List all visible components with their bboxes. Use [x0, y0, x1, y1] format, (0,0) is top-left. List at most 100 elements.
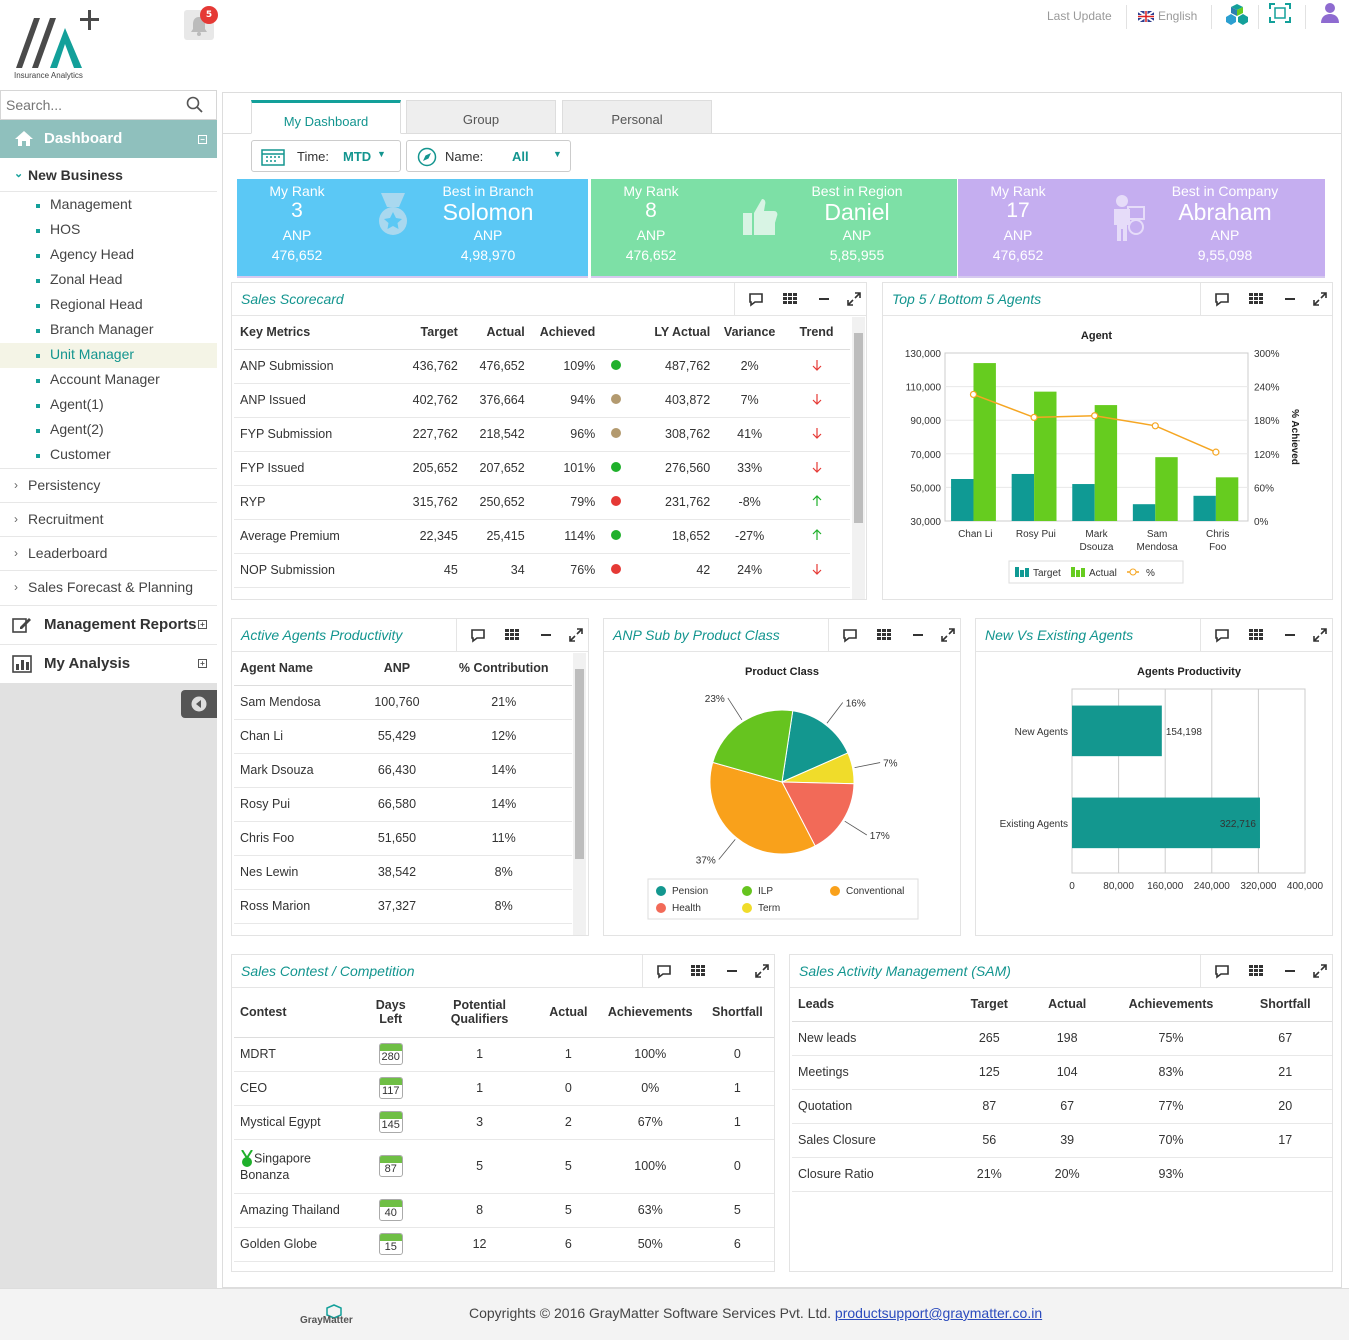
pie-slice-ilp[interactable]	[712, 709, 794, 783]
table-row[interactable]: Singapore Bonanza 87 5 5 100% 0	[234, 1139, 774, 1194]
expand-icon[interactable]	[939, 627, 957, 643]
pie-slice-pension[interactable]	[781, 710, 849, 783]
sidebar-subitem[interactable]: Regional Head	[36, 296, 143, 312]
sidebar-subitem[interactable]: Management	[36, 196, 132, 212]
column-header[interactable]: Trend	[783, 315, 850, 350]
sidebar-subitem[interactable]: Agent(2)	[36, 421, 104, 437]
target-bar[interactable]	[951, 479, 974, 521]
column-header[interactable]: Contest	[234, 987, 360, 1038]
search-input[interactable]	[6, 97, 176, 113]
column-header[interactable]: Days Left	[359, 987, 423, 1038]
sidebar-subitem[interactable]: Unit Manager	[36, 346, 134, 362]
column-header[interactable]: Actual	[1030, 987, 1104, 1022]
column-header[interactable]: Achievements	[1103, 987, 1239, 1022]
sidebar-subitem[interactable]: Agency Head	[36, 246, 134, 262]
user-avatar-icon[interactable]	[1320, 2, 1340, 24]
target-bar[interactable]	[1193, 495, 1216, 521]
table-row[interactable]: New leads 265 198 75% 67	[792, 1021, 1332, 1056]
time-filter[interactable]: Time: MTD ▼	[251, 140, 401, 172]
actual-bar[interactable]	[1155, 457, 1178, 521]
table-row[interactable]: Nes Lewin 38,542 8%	[234, 855, 572, 890]
column-header[interactable]: Agent Name	[234, 651, 359, 686]
column-header[interactable]: Achievements	[599, 987, 701, 1038]
sidebar-subitem[interactable]: Account Manager	[36, 371, 160, 387]
column-header[interactable]: Actual	[537, 987, 600, 1038]
column-header[interactable]: Leads	[792, 987, 948, 1022]
grid-icon[interactable]	[1247, 291, 1265, 307]
table-row[interactable]: Rosy Pui 66,580 14%	[234, 787, 572, 822]
percent-point[interactable]	[969, 390, 978, 399]
sidebar-item-leaderboard[interactable]: › Leaderboard	[0, 536, 217, 570]
percent-point[interactable]	[1212, 448, 1220, 456]
table-row[interactable]: Ross Marion 37,327 8%	[234, 889, 572, 924]
scrollbar[interactable]	[573, 653, 586, 935]
percent-point[interactable]	[1151, 422, 1159, 430]
table-row[interactable]: Sales Closure 56 39 70% 17	[792, 1123, 1332, 1158]
comment-icon[interactable]	[841, 627, 859, 643]
pie-slice-health[interactable]	[781, 781, 855, 847]
column-header[interactable]: Potential Qualifiers	[422, 987, 538, 1038]
column-header[interactable]: Shortfall	[700, 987, 774, 1038]
comment-icon[interactable]	[469, 627, 487, 643]
sidebar-item-dashboard[interactable]: Dashboard −	[0, 120, 217, 158]
sidebar-item-my-analysis[interactable]: My Analysis +	[0, 644, 217, 682]
search-icon[interactable]	[186, 96, 204, 114]
sidebar-item-recruitment[interactable]: › Recruitment	[0, 502, 217, 536]
column-header[interactable]: Variance	[716, 315, 784, 350]
grid-icon[interactable]	[1247, 627, 1265, 643]
table-row[interactable]: Amazing Thailand 40 8 5 63% 5	[234, 1193, 774, 1228]
minimize-icon[interactable]	[1281, 291, 1299, 307]
actual-bar[interactable]	[1094, 405, 1118, 521]
grid-icon[interactable]	[689, 963, 707, 979]
table-row[interactable]: Mystical Egypt 145 3 2 67% 1	[234, 1105, 774, 1140]
table-row[interactable]: Golden Globe 15 12 6 50% 6	[234, 1227, 774, 1262]
column-header[interactable]: Key Metrics	[234, 315, 391, 350]
language-selector[interactable]: English	[1158, 9, 1198, 23]
sidebar-subitem[interactable]: Customer	[36, 446, 111, 462]
column-header[interactable]: Shortfall	[1238, 987, 1332, 1022]
sidebar-subitem[interactable]: Agent(1)	[36, 396, 104, 412]
comment-icon[interactable]	[1213, 627, 1231, 643]
minimize-icon[interactable]	[1281, 627, 1299, 643]
name-filter[interactable]: Name: All ▼	[406, 140, 571, 172]
grid-icon[interactable]	[875, 627, 893, 643]
comment-icon[interactable]	[1213, 963, 1231, 979]
agents-bar[interactable]	[1072, 797, 1260, 849]
minimize-icon[interactable]	[537, 627, 555, 643]
table-row[interactable]: Chris Foo 51,650 11%	[234, 821, 572, 856]
table-row[interactable]: NOP Submission 45 34 76% 42 24%	[234, 553, 850, 588]
actual-bar[interactable]	[1215, 477, 1239, 521]
comment-icon[interactable]	[747, 291, 765, 307]
column-header[interactable]: Achieved	[530, 315, 602, 350]
comment-icon[interactable]	[655, 963, 673, 979]
table-row[interactable]: Mark Dsouza 66,430 14%	[234, 753, 572, 788]
percent-point[interactable]	[1030, 413, 1038, 422]
expand-icon[interactable]: +	[198, 659, 207, 668]
column-header[interactable]	[601, 315, 631, 350]
table-row[interactable]: ANP Submission 436,762 476,652 109% 487,762 2…	[234, 349, 850, 384]
percent-point[interactable]	[1091, 412, 1099, 420]
expand-icon[interactable]	[1311, 291, 1329, 307]
sidebar-collapse-button[interactable]	[181, 690, 217, 718]
column-header[interactable]: % Contribution	[435, 651, 572, 686]
minimize-icon[interactable]	[723, 963, 741, 979]
table-row[interactable]: FYP Issued 205,652 207,652 101% 276,560 33%	[234, 451, 850, 486]
expand-icon[interactable]	[1311, 627, 1329, 643]
column-header[interactable]: LY Actual	[630, 315, 717, 350]
actual-bar[interactable]	[1034, 391, 1057, 521]
collapse-icon[interactable]: −	[198, 135, 207, 144]
agents-bar[interactable]	[1072, 705, 1162, 757]
cubes-icon[interactable]	[1225, 3, 1249, 25]
grid-icon[interactable]	[781, 291, 799, 307]
target-bar[interactable]	[1011, 473, 1035, 521]
table-row[interactable]: Closure Ratio 21% 20% 93%	[792, 1157, 1332, 1192]
table-row[interactable]: Sam Mendosa 100,760 21%	[234, 685, 572, 720]
grid-icon[interactable]	[1247, 963, 1265, 979]
table-row[interactable]: Chan Li 55,429 12%	[234, 719, 572, 754]
last-update-link[interactable]: Last Update	[1047, 9, 1112, 23]
table-row[interactable]: ANP Issued 402,762 376,664 94% 403,872 7%	[234, 383, 850, 418]
support-email-link[interactable]: productsupport@graymatter.co.in	[834, 1305, 1043, 1321]
tab-personal[interactable]: Personal	[562, 100, 712, 134]
table-row[interactable]: RYP 315,762 250,652 79% 231,762 -8%	[234, 485, 850, 520]
sidebar-item-new-business[interactable]: ⌄ New Business	[0, 158, 217, 192]
